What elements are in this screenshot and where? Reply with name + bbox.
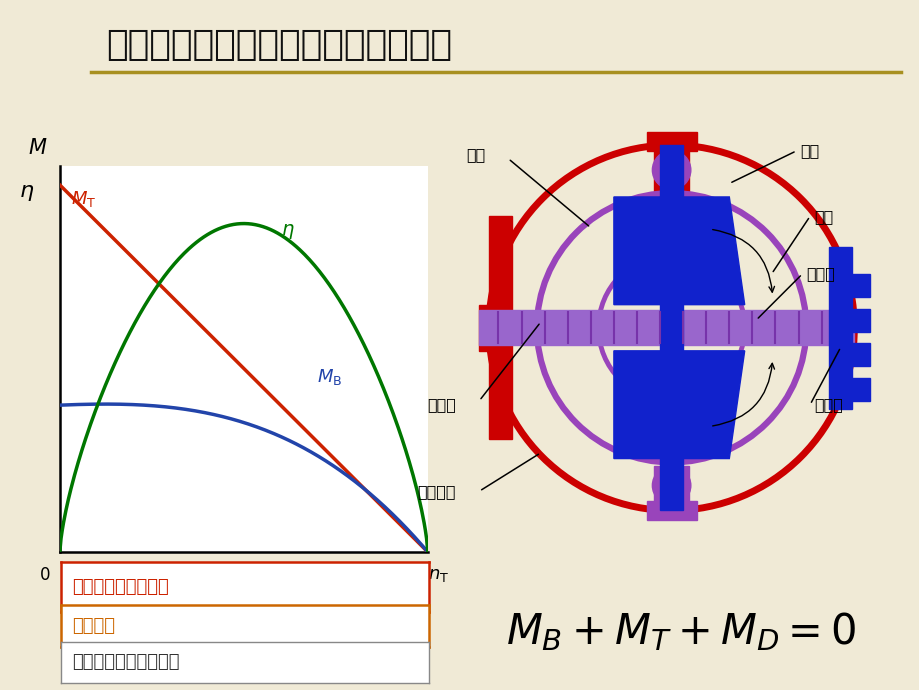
Bar [653, 145, 688, 197]
Text: 泵轮: 泵轮 [800, 144, 819, 158]
Text: 0: 0 [40, 566, 51, 584]
Text: $\eta$: $\eta$ [19, 183, 34, 203]
Circle shape [652, 466, 690, 504]
Bar [840, 308, 868, 332]
Text: 导轮: 导轮 [813, 208, 833, 224]
Text: 输出轴: 输出轴 [813, 397, 842, 412]
Text: 减振作用: 减振作用 [72, 617, 115, 635]
Polygon shape [613, 351, 743, 459]
Text: 导轮轴: 导轮轴 [805, 266, 834, 282]
Text: 渦轮: 渦轮 [465, 147, 484, 162]
Polygon shape [613, 197, 743, 305]
Bar [828, 247, 852, 408]
Bar [479, 310, 854, 345]
Bar [646, 501, 696, 520]
Text: 具有良好的自适应性: 具有良好的自适应性 [72, 578, 168, 596]
Bar [488, 216, 511, 440]
Text: $\mathit{M}_\mathrm{T}$: $\mathit{M}_\mathrm{T}$ [71, 189, 96, 209]
Bar [653, 466, 688, 511]
Bar [840, 274, 868, 297]
Text: $M_B + M_T + M_D = 0$: $M_B + M_T + M_D = 0$ [505, 610, 855, 653]
Text: 变矩器壳: 变矩器壳 [417, 484, 456, 499]
Bar [646, 132, 696, 151]
Bar [479, 305, 498, 351]
Bar [840, 343, 868, 366]
Text: $\mathit{\eta}$: $\mathit{\eta}$ [280, 222, 294, 241]
Circle shape [652, 151, 690, 189]
Text: $\mathit{M}_\mathrm{B}$: $\mathit{M}_\mathrm{B}$ [317, 367, 342, 387]
Text: 输入轴: 输入轴 [426, 397, 456, 412]
Text: $M$: $M$ [28, 138, 48, 158]
Bar [840, 377, 868, 401]
Text: 二、液力变矩器基本结构和工作原理: 二、液力变矩器基本结构和工作原理 [106, 28, 451, 62]
Bar [659, 145, 683, 511]
Text: $n_\mathrm{T}$: $n_\mathrm{T}$ [428, 566, 448, 584]
Text: 传动效率低、系统复杂: 传动效率低、系统复杂 [72, 653, 179, 671]
